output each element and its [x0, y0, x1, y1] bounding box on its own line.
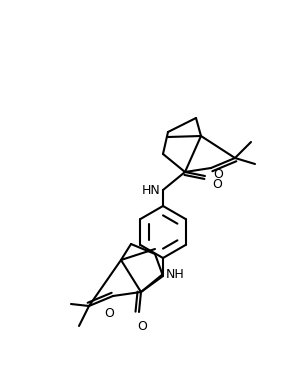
Text: O: O [213, 169, 223, 181]
Text: NH: NH [166, 267, 184, 281]
Text: O: O [104, 307, 114, 320]
Text: O: O [137, 320, 147, 333]
Text: O: O [212, 178, 222, 191]
Text: HN: HN [142, 183, 160, 196]
